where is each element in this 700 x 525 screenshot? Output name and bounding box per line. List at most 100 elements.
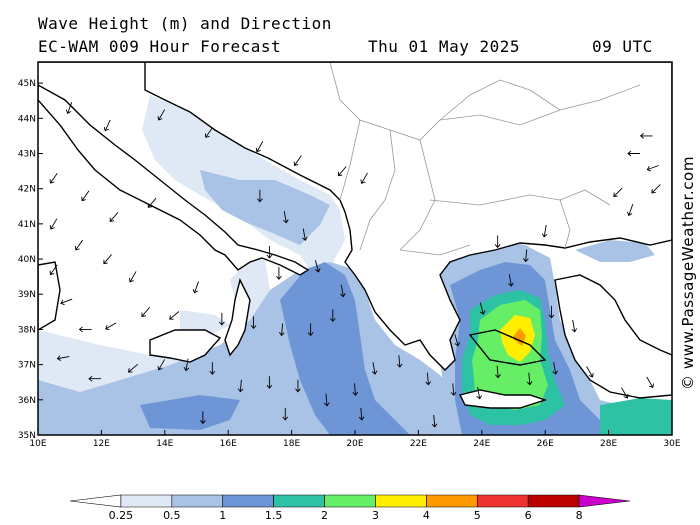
lat-tick-label: 45N — [18, 79, 36, 89]
lon-tick-label: 22E — [410, 439, 427, 449]
direction-arrow — [295, 379, 301, 393]
direction-arrow — [109, 211, 119, 222]
direction-arrow — [60, 298, 73, 306]
direction-arrow — [571, 319, 578, 333]
direction-arrow — [49, 218, 58, 230]
lat-tick-label: 39N — [18, 290, 36, 300]
colorbar-label: 8 — [576, 509, 583, 522]
direction-arrow — [199, 411, 206, 425]
direction-arrow — [128, 271, 137, 283]
lon-tick-label: 30E — [663, 439, 680, 449]
direction-arrow — [450, 383, 457, 396]
direction-arrow — [276, 267, 282, 280]
colorbar-label: 0.25 — [109, 509, 134, 522]
colorbar-swatch — [375, 494, 427, 508]
credit-label: © www.PassageWeather.com — [679, 155, 697, 390]
direction-arrow — [237, 379, 244, 393]
direction-arrow — [358, 407, 365, 421]
colorbar-label: 0.5 — [163, 509, 181, 522]
colorbar-label: 5 — [474, 509, 481, 522]
lon-tick-label: 28E — [600, 439, 617, 449]
direction-arrow — [293, 155, 302, 167]
direction-arrow — [639, 133, 653, 139]
direction-arrow — [266, 246, 273, 259]
direction-arrow — [147, 197, 157, 208]
colorbar-swatch — [578, 494, 631, 508]
direction-arrow — [74, 239, 84, 251]
direction-arrow — [621, 387, 629, 399]
direction-arrow — [340, 284, 346, 298]
forecast-date: Thu 01 May 2025 — [368, 37, 520, 56]
direction-arrow — [323, 393, 330, 407]
colorbar-swatch — [324, 494, 376, 508]
forecast-time: 09 UTC — [592, 37, 653, 56]
direction-arrow — [65, 101, 73, 115]
direction-arrow — [105, 322, 117, 331]
axis-ticks: 10E 12E 14E 16E 18E 20E 22E 24E 26E 28E 30E 35N 36N 3… — [18, 79, 681, 449]
colorbar-label: 1 — [219, 509, 226, 522]
colorbar-swatch — [476, 494, 529, 508]
direction-arrow — [548, 305, 555, 319]
direction-arrow — [204, 127, 213, 138]
chart-title: Wave Height (m) and Direction — [38, 14, 332, 33]
lat-tick-label: 43N — [18, 149, 36, 159]
direction-arrow — [78, 326, 92, 333]
lat-tick-label: 38N — [18, 325, 36, 335]
lat-tick-label: 36N — [18, 396, 36, 406]
direction-arrow — [192, 281, 199, 294]
direction-arrow — [541, 224, 548, 238]
direction-arrow — [329, 309, 336, 323]
colorbar: 0.25 0.5 1 1.5 2 3 4 5 6 8 — [69, 494, 631, 522]
wave-direction-arrows — [49, 101, 661, 428]
colorbar-swatch — [426, 494, 478, 508]
direction-arrow — [352, 383, 359, 396]
lon-tick-label: 18E — [283, 439, 300, 449]
direction-arrow — [495, 365, 501, 379]
direction-arrow — [49, 264, 58, 276]
direction-arrow — [257, 189, 263, 203]
lat-tick-label: 41N — [18, 220, 36, 230]
direction-arrow — [49, 172, 58, 184]
direction-arrow — [282, 407, 289, 421]
colorbar-label: 3 — [372, 509, 379, 522]
landmass — [38, 62, 672, 409]
colorbar-label: 4 — [423, 509, 430, 522]
lon-tick-label: 14E — [156, 439, 173, 449]
lon-tick-label: 12E — [93, 439, 110, 449]
direction-arrow — [626, 204, 634, 217]
colorbar-swatch — [273, 494, 325, 508]
direction-arrow — [255, 141, 264, 153]
direction-arrow — [651, 184, 661, 194]
direction-arrow — [476, 386, 483, 400]
colorbar-swatch — [120, 494, 173, 508]
direction-arrow — [523, 249, 529, 263]
model-label: EC-WAM 009 Hour Forecast — [38, 37, 282, 56]
direction-arrow — [627, 150, 640, 157]
lon-tick-label: 24E — [473, 439, 490, 449]
lon-tick-label: 10E — [29, 439, 46, 449]
country-borders — [329, 62, 641, 256]
direction-arrow — [360, 172, 368, 184]
colorbar-label: 1.5 — [265, 509, 283, 522]
lon-tick-label: 20E — [346, 439, 363, 449]
direction-arrow — [494, 235, 501, 249]
lon-tick-label: 26E — [537, 439, 554, 449]
direction-arrow — [127, 363, 138, 373]
colorbar-swatch — [527, 494, 580, 508]
colorbar-swatch — [69, 494, 122, 508]
direction-arrow — [314, 260, 321, 273]
lat-tick-label: 37N — [18, 361, 36, 371]
direction-arrow — [209, 362, 216, 375]
colorbar-swatch — [171, 494, 224, 508]
direction-arrow — [396, 355, 403, 368]
direction-arrow — [56, 355, 70, 361]
lat-tick-label: 40N — [18, 255, 36, 265]
direction-arrow — [526, 372, 533, 386]
direction-arrow — [183, 358, 190, 372]
direction-arrow — [371, 362, 378, 375]
direction-arrow — [508, 274, 514, 287]
direction-arrow — [646, 376, 654, 389]
direction-arrow — [586, 366, 594, 378]
direction-arrow — [88, 375, 102, 382]
